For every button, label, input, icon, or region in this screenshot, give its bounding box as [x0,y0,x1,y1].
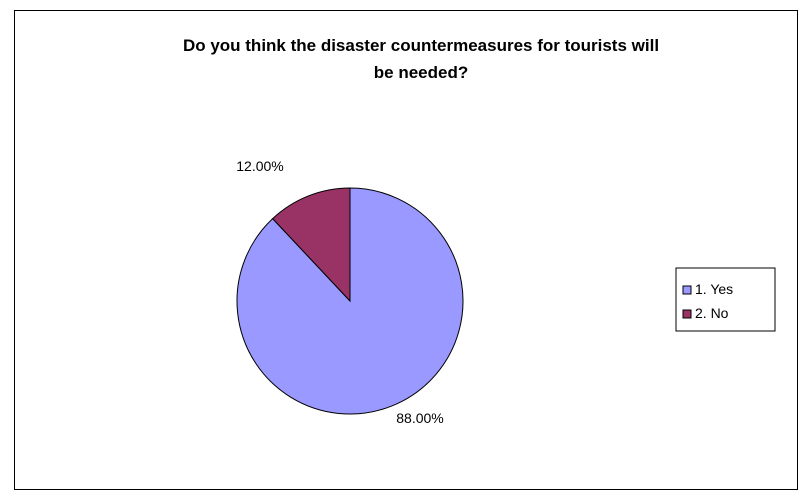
chart-area: Do you think the disaster countermeasure… [14,10,798,490]
data-label-no: 12.00% [236,158,283,174]
legend-box [675,267,776,332]
legend-swatch-yes [682,285,692,295]
pie-slices [236,187,464,415]
chart-title-line-1: Do you think the disaster countermeasure… [183,36,659,55]
legend-swatch-no [682,309,692,319]
pie-chart: Do you think the disaster countermeasure… [183,36,776,426]
data-label-yes: 88.00% [396,410,443,426]
legend-label-no: 2. No [695,305,729,321]
legend: 1. Yes 2. No [675,267,776,332]
chart-title-line-2: be needed? [374,63,468,82]
legend-label-yes: 1. Yes [695,281,733,297]
pie-slice-no [271,187,351,303]
